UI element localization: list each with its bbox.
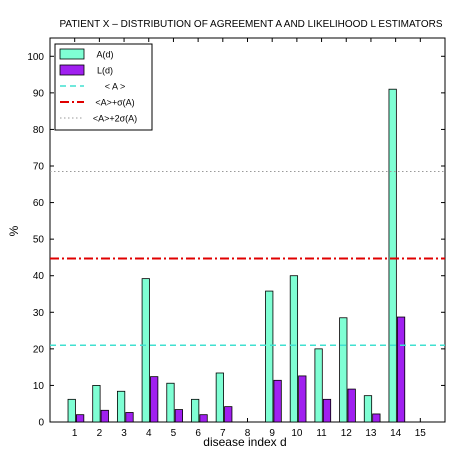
bar-ld (150, 376, 159, 423)
bar-ad (92, 385, 101, 423)
y-tick-label: 30 (33, 308, 45, 319)
bar-ad (141, 278, 150, 423)
legend-label: <A>+σ(A) (95, 98, 134, 108)
x-tick-label: 9 (269, 428, 275, 439)
bar-ad (215, 372, 224, 423)
bar-ad (265, 290, 274, 423)
y-tick-label: 40 (33, 271, 45, 282)
legend: A(d) L(d) < A > <A>+σ(A) <A>+2σ(A) (54, 43, 153, 131)
bar-ad (363, 395, 373, 423)
bar-ad (289, 275, 299, 423)
bar-ld (174, 409, 183, 423)
bar-ld (76, 414, 85, 423)
chart-title: PATIENT X – DISTRIBUTION OF AGREEMENT A … (59, 19, 442, 30)
y-tick-label: 90 (33, 88, 45, 99)
y-axis-label: % (7, 225, 21, 236)
bar-ad (166, 382, 175, 423)
y-tick-label: 70 (33, 162, 45, 173)
y-tick-label: 20 (33, 344, 45, 355)
bar-ad (116, 390, 126, 423)
legend-label: <A>+2σ(A) (93, 114, 137, 124)
bar-ld (396, 316, 406, 423)
x-tick-label: 12 (341, 428, 353, 439)
bar-ld (100, 409, 109, 423)
y-tick-label: 50 (33, 235, 45, 246)
y-tick-label: 80 (33, 125, 45, 136)
x-tick-label: 10 (291, 428, 303, 439)
x-tick-label: 8 (245, 428, 251, 439)
x-tick-label: 15 (415, 428, 427, 439)
x-tick-label: 7 (220, 428, 226, 439)
x-axis-label: disease index d (203, 435, 286, 449)
legend-label: < A > (105, 82, 126, 92)
bar-ld (372, 413, 381, 423)
x-tick-label: 13 (365, 428, 377, 439)
x-tick-label: 11 (316, 428, 327, 439)
legend-swatch (59, 64, 85, 76)
legend-label: L(d) (97, 66, 113, 76)
bar-ad (191, 398, 200, 423)
x-tick-label: 4 (146, 428, 152, 439)
bar-ad (339, 317, 348, 423)
bar-ld (224, 406, 233, 423)
y-tick-label: 10 (33, 381, 45, 392)
legend-swatch (59, 48, 85, 60)
bar-ld (322, 398, 332, 423)
bar-ld (298, 375, 307, 423)
bar-ld (199, 414, 208, 423)
y-tick-label: 60 (33, 198, 45, 209)
legend-label: A(d) (96, 50, 113, 60)
bar-ad (388, 88, 397, 423)
x-tick-label: 5 (171, 428, 177, 439)
x-tick-label: 6 (195, 428, 201, 439)
bar-ld (347, 388, 356, 423)
y-tick-label: 100 (27, 52, 44, 63)
bar-ad (67, 398, 76, 423)
x-tick-label: 3 (121, 428, 127, 439)
y-tick-label: 0 (38, 418, 44, 429)
x-tick-label: 1 (72, 428, 78, 439)
bar-ld (273, 379, 282, 423)
x-tick-label: 14 (390, 428, 402, 439)
bar-ad (314, 348, 323, 423)
bar-ld (125, 412, 134, 423)
x-tick-label: 2 (97, 428, 103, 439)
